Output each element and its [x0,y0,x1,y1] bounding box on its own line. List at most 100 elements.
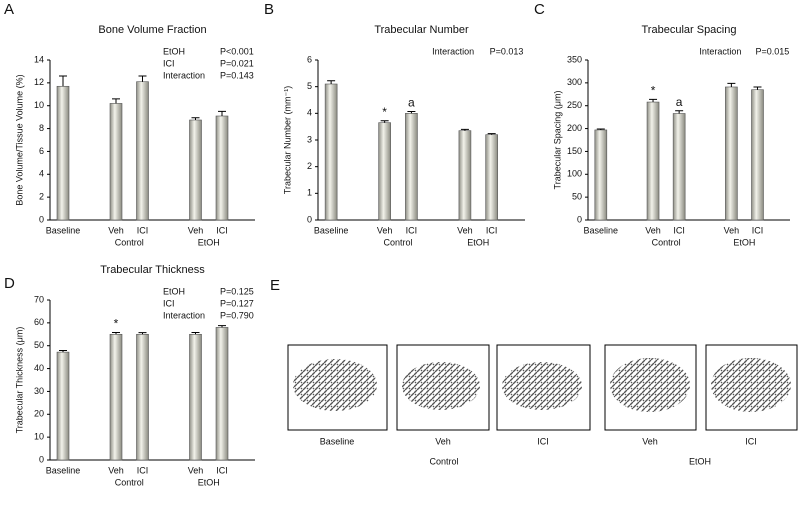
image-frame [604,344,697,431]
bar [215,327,229,461]
bar [324,83,338,221]
error-bar [59,350,67,353]
x-tick-label: ICI [137,225,149,235]
y-tick-label: 0 [39,454,44,464]
bar [672,113,686,221]
x-tick-label: Veh [108,465,124,475]
x-tick-label: Veh [377,225,393,235]
stat-name: Interaction [699,46,741,56]
y-tick-label: 50 [34,340,44,350]
error-bar [218,325,226,328]
x-tick-label: Veh [188,225,204,235]
panel-letter: A [4,1,14,18]
stat-value: P<0.001 [220,46,254,56]
x-tick-label: ICI [406,225,418,235]
x-tick-label: ICI [216,225,228,235]
x-tick-label: Baseline [584,225,619,235]
image-frame [396,344,490,431]
bar [458,130,472,221]
stat-value: P=0.013 [490,46,524,56]
panel-letter: D [4,275,15,292]
bar [56,351,70,461]
y-tick-label: 3 [307,134,312,144]
error-bar [596,128,605,130]
stat-value: P=0.790 [220,310,254,320]
bar [405,113,418,221]
y-tick-label: 0 [39,214,44,224]
chart-title: Trabecular Thickness [100,264,205,276]
image-frame [496,344,591,431]
group-label: EtOH [198,477,220,487]
y-tick-label: 100 [567,169,582,179]
error-bar [327,80,336,84]
error-bar [112,331,120,335]
y-tick-label: 14 [34,54,44,64]
y-tick-label: 60 [34,317,44,327]
stat-name: EtOH [163,286,185,296]
image-frame [287,344,388,431]
image-label: Baseline [320,436,355,446]
error-bar [487,133,496,135]
x-tick-label: ICI [752,225,764,235]
x-tick-label: Veh [108,225,124,235]
significance-marker: * [382,105,387,119]
x-tick-label: ICI [673,225,685,235]
panel-letter: B [264,1,274,18]
panel-letter: E [270,277,280,294]
micro-ct-image [610,358,690,412]
stat-name: EtOH [163,46,185,56]
y-tick-label: 250 [567,100,582,110]
y-tick-label: 20 [34,409,44,419]
bar [215,115,229,221]
bar [109,333,123,461]
y-tick-label: 12 [34,77,44,87]
bar [189,333,202,461]
x-tick-label: Baseline [46,225,81,235]
x-tick-label: Baseline [46,465,81,475]
x-tick-label: ICI [486,225,498,235]
y-tick-label: 2 [39,192,44,202]
y-tick-label: 6 [39,146,44,156]
stat-value: P=0.125 [220,286,254,296]
group-label: EtOH [689,456,711,466]
y-tick-label: 1 [307,188,312,198]
stat-name: Interaction [432,46,474,56]
bar [189,119,202,221]
error-bar [753,86,762,90]
error-bar [138,75,147,82]
error-bar [380,120,389,123]
y-tick-label: 150 [567,146,582,156]
x-tick-label: Veh [188,465,204,475]
bar [725,86,738,221]
group-label: Control [429,456,458,466]
y-tick-label: 4 [307,108,312,118]
error-bar [460,128,469,131]
x-tick-label: Veh [457,225,473,235]
y-tick-label: 4 [39,169,44,179]
stat-name: ICI [163,298,175,308]
significance-marker: a [676,95,683,109]
stat-value: P=0.021 [220,58,254,68]
bar [485,134,498,221]
significance-marker: a [408,96,415,110]
error-bar [112,98,120,104]
y-tick-label: 10 [34,100,44,110]
y-axis-label: Trabecular Spacing (μm) [552,91,562,190]
y-tick-label: 50 [572,192,582,202]
stat-name: ICI [163,58,175,68]
y-tick-label: 0 [307,214,312,224]
y-tick-label: 200 [567,123,582,133]
y-axis-label: Bone Volume/Tissue Volume (%) [14,74,24,205]
chart-title: Bone Volume Fraction [98,24,206,36]
x-tick-label: Veh [724,225,740,235]
error-bar [138,332,147,335]
image-label: ICI [745,436,757,446]
y-axis-label: Trabecular Number (mm⁻¹) [282,86,292,194]
group-label: Control [115,237,144,247]
image-label: Veh [435,436,451,446]
y-tick-label: 350 [567,54,582,64]
y-axis-label: Trabecular Thickness (μm) [14,327,24,434]
y-tick-label: 5 [307,81,312,91]
group-label: Control [652,237,681,247]
